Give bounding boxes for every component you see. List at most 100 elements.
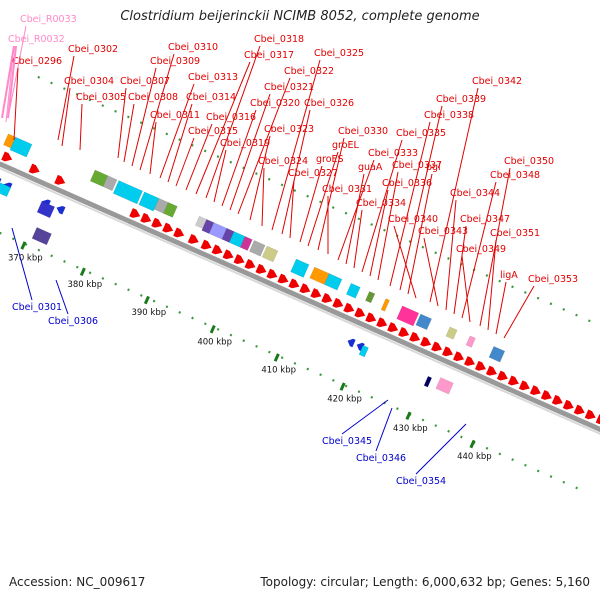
- gene-label-top: Cbei_0326: [304, 98, 354, 109]
- gene-feature-box: [423, 375, 433, 388]
- gene-label-top: Cbei_0349: [456, 244, 506, 255]
- gene-arrow: [310, 288, 322, 298]
- gene-label-top: Cbei_0324: [258, 156, 308, 167]
- gene-arrow: [540, 390, 552, 400]
- gene-arrow: [343, 302, 355, 313]
- gene-label-top: Cbei_0305: [76, 92, 126, 103]
- gene-feature-box: [445, 326, 458, 340]
- label-leader-line: [289, 179, 295, 239]
- gene-feature-box: [415, 313, 432, 331]
- gene-label-top: Cbei_0316: [206, 112, 256, 123]
- gene-arrow: [129, 208, 141, 218]
- gene-arrow: [1, 151, 13, 162]
- gene-label-top: Cbei_0321: [264, 82, 314, 93]
- label-leader-line: [393, 225, 417, 299]
- tick-mark: [405, 411, 412, 421]
- topology-text: Topology: circular; Length: 6,000,632 bp…: [260, 575, 590, 589]
- gene-feature-box: [358, 345, 369, 358]
- gene-arrow: [387, 322, 399, 332]
- label-leader-line: [185, 123, 213, 191]
- gene-feature-box: [31, 227, 52, 246]
- gene-feature-box: [488, 346, 506, 363]
- gene-label-top: pgi: [426, 162, 441, 173]
- label-leader-line: [79, 103, 83, 151]
- gene-feature-box: [36, 200, 56, 219]
- gene-arrow: [211, 244, 223, 255]
- gene-label-bottom: Cbei_0345: [322, 436, 372, 447]
- tick-mark: [20, 241, 27, 250]
- gene-label-top: Cbei_0353: [528, 274, 578, 285]
- label-leader-line: [353, 209, 363, 269]
- gene-label-top: Cbei_0340: [388, 214, 438, 225]
- gene-label-top: Cbei_0333: [368, 148, 418, 159]
- gene-label-bottom: Cbei_0306: [48, 316, 98, 327]
- tick-mark: [273, 353, 280, 362]
- label-leader-line: [415, 423, 467, 475]
- gene-feature-box: [465, 335, 476, 348]
- label-leader-line: [453, 225, 467, 315]
- gene-arrow: [365, 312, 377, 323]
- label-leader-line: [399, 105, 443, 291]
- gene-feature-box: [0, 182, 12, 197]
- tick-mark: [469, 439, 476, 449]
- label-leader-line: [261, 167, 265, 227]
- tick-label: 370 kbp: [8, 254, 43, 264]
- tick-mark: [209, 324, 216, 334]
- gene-label-top: Cbei_0308: [128, 92, 178, 103]
- tick-label: 420 kbp: [327, 395, 362, 405]
- label-leader-line: [131, 67, 157, 167]
- label-leader-line: [407, 173, 433, 295]
- gene-label-top: Cbei_0307: [120, 76, 170, 87]
- label-leader-line: [389, 121, 431, 287]
- label-leader-line: [57, 55, 75, 141]
- gene-arrow: [573, 404, 585, 415]
- gene-label-top: groEL: [332, 140, 360, 151]
- gene-label-top: Cbei_0331: [322, 184, 372, 195]
- label-leader-line: [341, 399, 389, 435]
- gene-arrow: [496, 370, 508, 381]
- gene-label-top: Cbei_R0032: [8, 34, 65, 45]
- gene-arrow: [518, 380, 530, 391]
- label-leader-line: [461, 181, 497, 319]
- gene-label-top: groES: [316, 154, 344, 165]
- gene-arrow: [464, 356, 475, 366]
- gene-feature-box: [163, 202, 178, 218]
- gene-arrow: [376, 317, 388, 328]
- label-leader-line: [205, 45, 261, 199]
- gene-feature-box: [138, 191, 160, 212]
- label-leader-line: [429, 87, 479, 303]
- gene-arrow: [332, 297, 344, 308]
- gene-label-top: Cbei_0310: [168, 42, 218, 53]
- gene-label-top: Cbei_R0033: [20, 14, 77, 25]
- label-leader-line: [159, 83, 195, 179]
- gene-label-top: Cbei_0339: [436, 94, 486, 105]
- label-leader-line: [237, 77, 291, 215]
- gene-feature-box: [435, 377, 454, 395]
- gene-arrow-minus: [347, 338, 356, 348]
- gene-label-top: Cbei_0335: [396, 128, 446, 139]
- label-leader-line: [423, 237, 439, 307]
- label-leader-line: [167, 103, 193, 183]
- label-leader-line: [175, 137, 195, 187]
- tick-label: 440 kbp: [457, 452, 492, 462]
- gene-arrow: [398, 326, 410, 337]
- label-leader-line: [61, 87, 71, 147]
- gene-label-top: Cbei_0304: [64, 76, 114, 87]
- tick-label: 400 kbp: [197, 337, 232, 347]
- tick-label: 380 kbp: [67, 280, 102, 290]
- gene-label-top: Cbei_0296: [12, 56, 62, 67]
- gene-label-top: Cbei_0350: [504, 156, 554, 167]
- gene-arrow: [151, 217, 163, 228]
- gene-arrow: [288, 278, 300, 289]
- gene-arrow: [277, 273, 289, 284]
- gene-arrow: [187, 233, 199, 244]
- gene-label-top: ligA: [500, 270, 518, 281]
- label-leader-line: [361, 139, 403, 273]
- tick-label: 390 kbp: [131, 308, 166, 318]
- label-leader-line: [13, 67, 19, 141]
- gene-label-top: Cbei_0330: [338, 126, 388, 137]
- gene-label-top: Cbei_0325: [314, 48, 364, 59]
- gene-label-top: Cbei_0309: [150, 56, 200, 67]
